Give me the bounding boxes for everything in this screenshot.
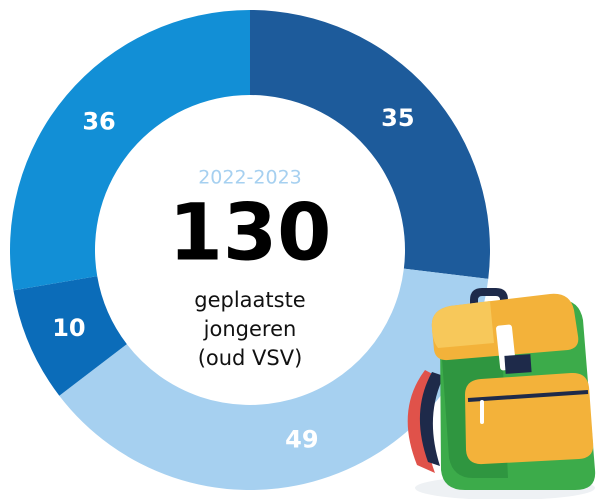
center-label-line: geplaatste — [194, 288, 305, 312]
segment-label: 36 — [82, 108, 115, 136]
donut-segment — [250, 10, 490, 279]
segment-label: 35 — [381, 104, 414, 132]
center-label-line: (oud VSV) — [198, 346, 303, 370]
donut-segment — [13, 276, 127, 396]
segment-label: 49 — [285, 426, 318, 454]
donut-segment — [59, 268, 489, 491]
backpack-illustration — [407, 288, 596, 499]
subtitle: 2022-2023 — [198, 167, 302, 189]
center-value: 130 — [169, 188, 332, 278]
donut — [9, 10, 490, 491]
donut-segment — [9, 10, 250, 291]
segment-label: 10 — [52, 314, 85, 342]
center-label-line: jongeren — [203, 317, 297, 341]
